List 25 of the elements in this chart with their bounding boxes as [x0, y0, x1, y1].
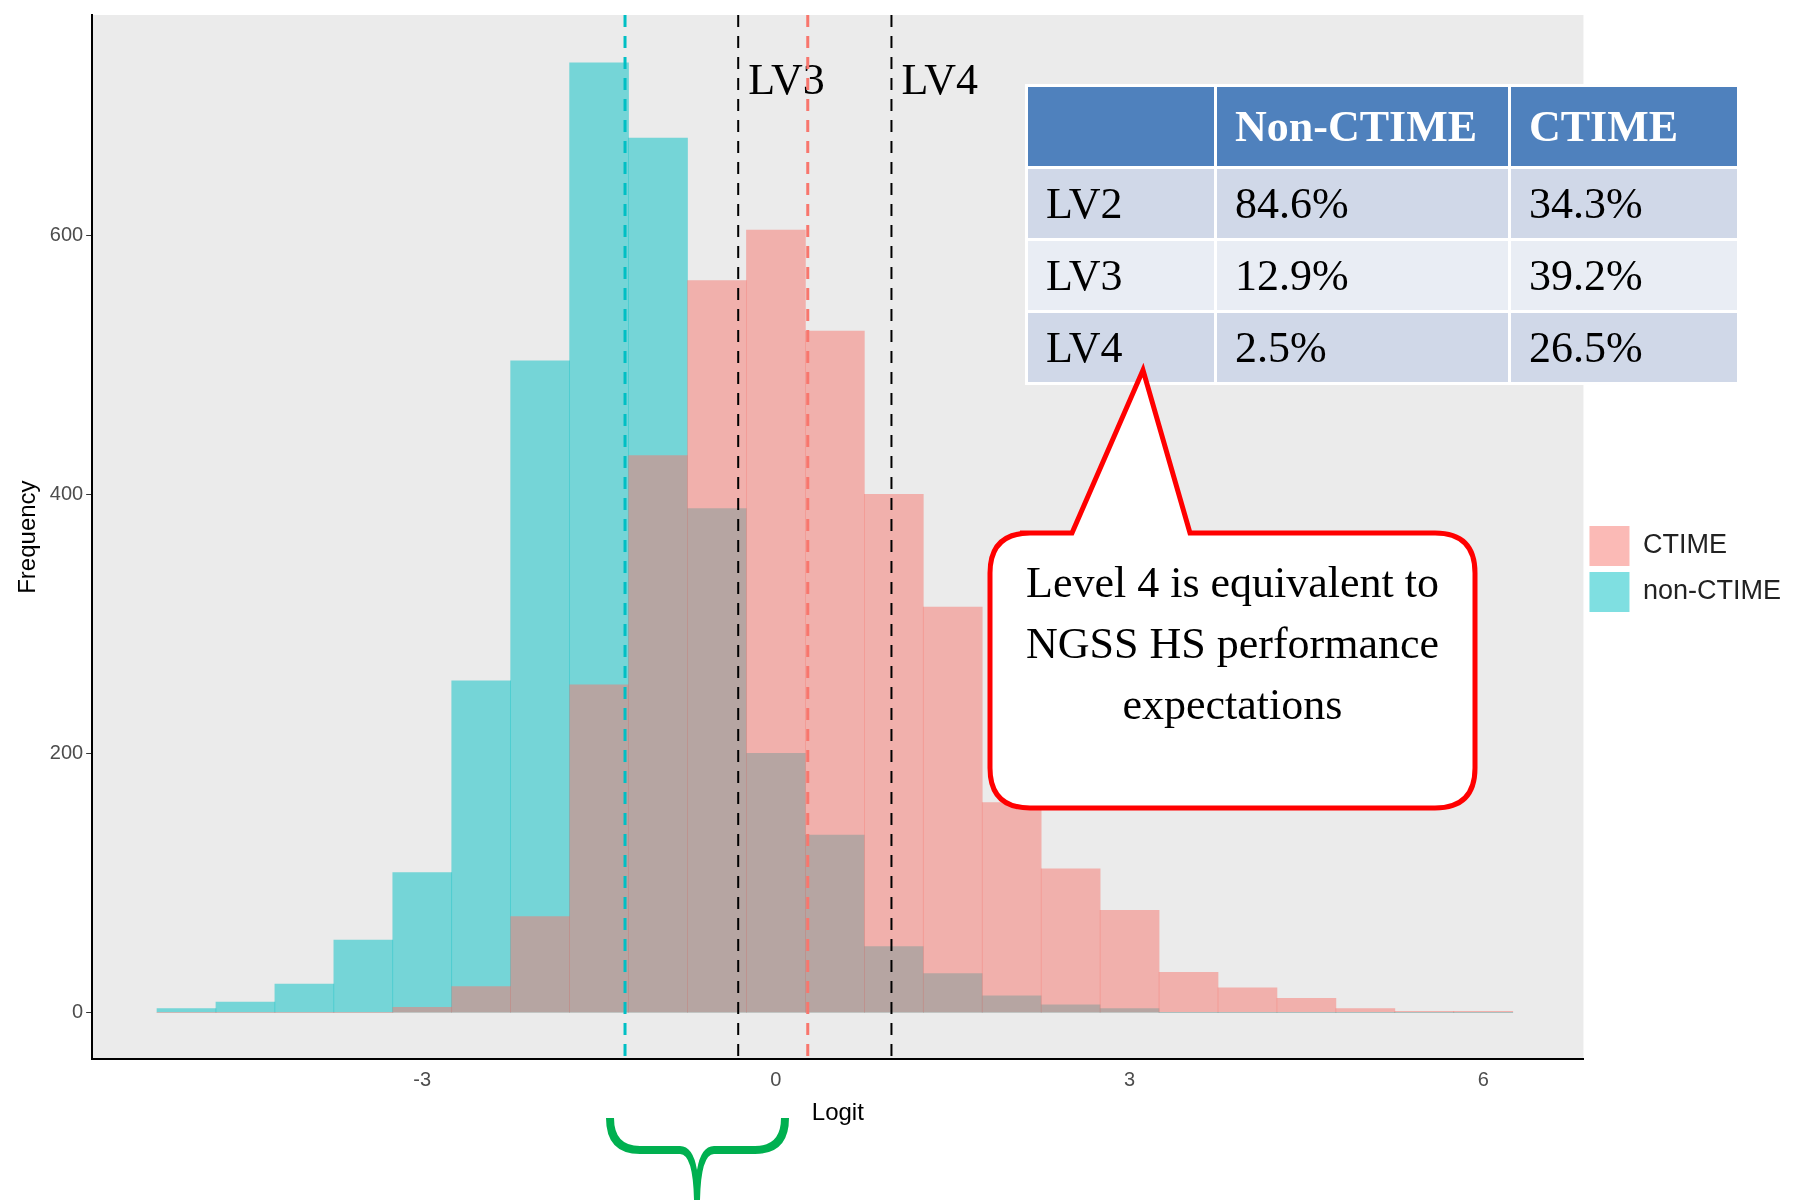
x-tick-label: 3: [1124, 1067, 1136, 1090]
legend-label: CTIME: [1642, 529, 1727, 560]
annotation: 84.6%: [1215, 167, 1510, 240]
annotation: 26.5%: [1509, 311, 1739, 384]
ref-line-label: LV3: [748, 54, 825, 104]
legend-label: non-CTIME: [1642, 575, 1782, 606]
x-tick-label: -3: [413, 1067, 432, 1090]
x-axis-title: Logit: [811, 1098, 865, 1126]
y-tick-label: 400: [49, 481, 84, 504]
annotation: 12.9%: [1215, 239, 1510, 312]
y-tick-label: 600: [49, 222, 84, 245]
annotation: CTIME: [1509, 85, 1739, 168]
y-axis-title: Frequency: [13, 480, 41, 594]
annotation: LV3: [1026, 239, 1216, 312]
y-tick-label: 200: [49, 740, 84, 763]
annotation: 34.3%: [1509, 167, 1739, 240]
ref-line-label: LV4: [901, 54, 979, 104]
x-tick-label: 6: [1477, 1067, 1489, 1090]
annotation: LV4: [1026, 311, 1216, 384]
x-tick-label: 0: [770, 1067, 782, 1090]
annotation: 39.2%: [1509, 239, 1739, 312]
annotation: 2.5%: [1215, 311, 1510, 384]
y-tick-label: 0: [72, 1000, 84, 1023]
annotation: LV2: [1026, 167, 1216, 240]
annotation: Non-CTIME: [1215, 85, 1510, 168]
